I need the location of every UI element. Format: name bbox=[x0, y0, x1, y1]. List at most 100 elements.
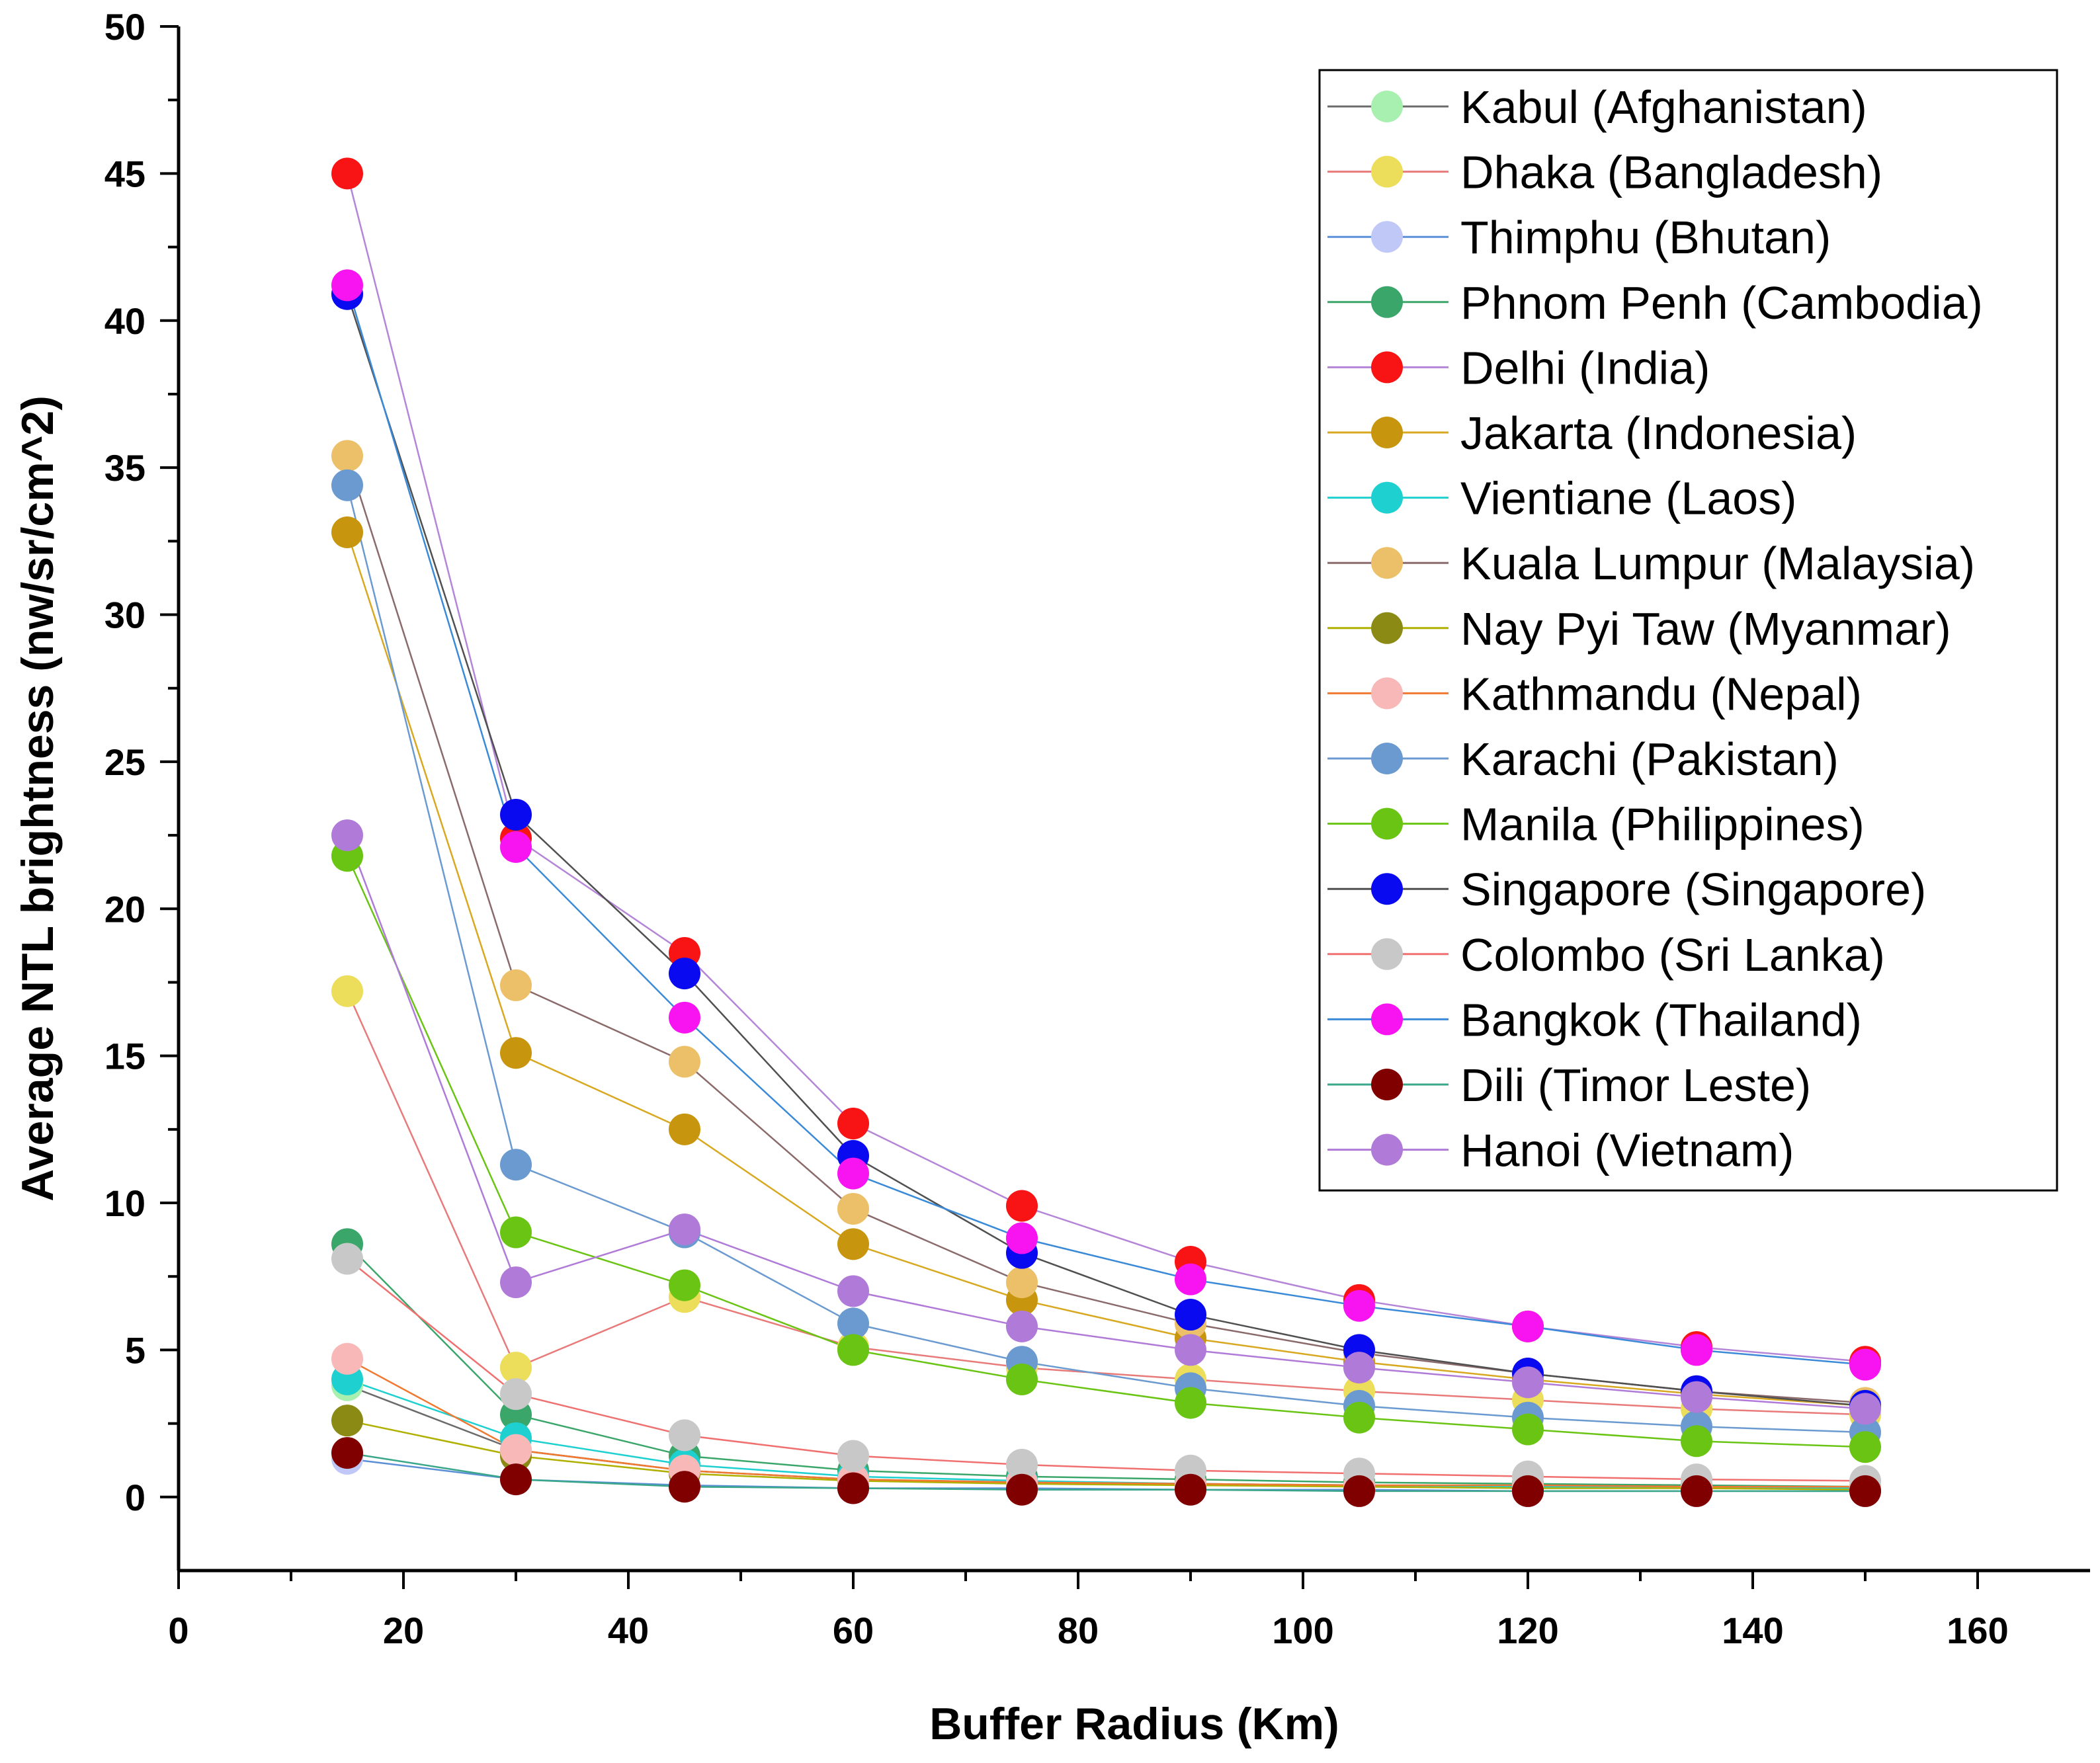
data-point bbox=[500, 1037, 532, 1069]
series-points bbox=[331, 157, 1881, 1507]
data-point bbox=[1849, 1431, 1881, 1463]
data-point bbox=[500, 969, 532, 1001]
series-line bbox=[346, 285, 1866, 1366]
data-point bbox=[1175, 1334, 1206, 1366]
data-point bbox=[1849, 1348, 1881, 1381]
legend-marker bbox=[1371, 221, 1403, 253]
data-point bbox=[1512, 1310, 1544, 1342]
series-line bbox=[346, 855, 1866, 1448]
x-tick-label: 160 bbox=[1947, 1610, 2008, 1651]
legend-label: Jakarta (Indonesia) bbox=[1460, 407, 1857, 459]
data-point bbox=[1512, 1366, 1544, 1399]
data-point bbox=[331, 269, 363, 302]
data-point bbox=[331, 1243, 363, 1275]
data-point bbox=[331, 440, 363, 472]
legend-marker bbox=[1371, 743, 1403, 774]
data-point bbox=[1006, 1266, 1038, 1299]
series-line bbox=[346, 835, 1866, 1410]
data-point bbox=[1006, 1448, 1038, 1481]
data-point bbox=[837, 1107, 869, 1139]
data-point bbox=[837, 1307, 869, 1340]
legend-label: Kathmandu (Nepal) bbox=[1460, 668, 1862, 719]
y-tick-label: 30 bbox=[105, 594, 146, 636]
legend-marker bbox=[1371, 155, 1403, 188]
data-point bbox=[1512, 1413, 1544, 1446]
data-point bbox=[500, 1216, 532, 1249]
y-tick-label: 40 bbox=[105, 300, 146, 342]
data-point bbox=[331, 1405, 363, 1437]
data-point bbox=[1006, 1222, 1038, 1254]
y-tick-label: 25 bbox=[105, 741, 146, 783]
x-tick-label: 60 bbox=[833, 1610, 874, 1651]
data-point bbox=[1343, 1290, 1375, 1322]
data-point bbox=[669, 1213, 700, 1246]
data-point bbox=[1175, 1263, 1206, 1295]
legend-marker bbox=[1371, 873, 1403, 905]
legend-marker bbox=[1371, 612, 1403, 644]
data-point bbox=[500, 1266, 532, 1299]
data-point bbox=[1006, 1190, 1038, 1222]
legend-marker bbox=[1371, 1069, 1403, 1100]
legend-marker bbox=[1371, 547, 1403, 579]
y-axis-title: Average NTL brightness (nw/sr/cm^2) bbox=[13, 395, 63, 1202]
legend-box bbox=[1318, 69, 2058, 1192]
data-point bbox=[1681, 1425, 1712, 1457]
legend-marker bbox=[1371, 286, 1403, 318]
series-line bbox=[346, 173, 1866, 1363]
series-line bbox=[346, 532, 1866, 1407]
series-lines bbox=[346, 173, 1866, 1493]
legend-marker bbox=[1371, 1003, 1403, 1036]
x-axis-title: Buffer Radius (Km) bbox=[929, 1699, 1339, 1749]
data-point bbox=[837, 1275, 869, 1307]
x-tick-label: 140 bbox=[1722, 1610, 1783, 1651]
data-point bbox=[1849, 1475, 1881, 1507]
x-tick-label: 20 bbox=[383, 1610, 424, 1651]
y-tick-label: 5 bbox=[125, 1329, 146, 1371]
data-point bbox=[1006, 1310, 1038, 1342]
data-point bbox=[500, 798, 532, 831]
data-point bbox=[837, 1192, 869, 1225]
data-point bbox=[331, 516, 363, 548]
data-point bbox=[669, 1471, 700, 1503]
legend-marker bbox=[1371, 481, 1403, 514]
legend-label: Colombo (Sri Lanka) bbox=[1460, 929, 1885, 981]
series-line bbox=[346, 991, 1866, 1416]
data-point bbox=[1681, 1381, 1712, 1413]
y-tick-label: 45 bbox=[105, 153, 146, 194]
x-tick-label: 120 bbox=[1497, 1610, 1558, 1651]
data-point bbox=[500, 1378, 532, 1411]
legend-label: Dili (Timor Leste) bbox=[1460, 1059, 1811, 1111]
series-line bbox=[347, 1258, 1866, 1482]
y-tick-label: 10 bbox=[105, 1182, 146, 1224]
legend-marker bbox=[1371, 677, 1403, 710]
legend: Kabul (Afghanistan) Dhaka (Bangladesh) Thi… bbox=[1318, 69, 2058, 1192]
series-line bbox=[346, 485, 1866, 1434]
data-point bbox=[1343, 1401, 1375, 1434]
data-point bbox=[331, 469, 363, 501]
legend-label: Hanoi (Vietnam) bbox=[1460, 1125, 1794, 1176]
legend-label: Phnom Penh (Cambodia) bbox=[1460, 277, 1983, 329]
data-point bbox=[837, 1157, 869, 1190]
x-tick-label: 0 bbox=[168, 1610, 189, 1651]
data-point bbox=[669, 958, 700, 990]
legend-label: Delhi (India) bbox=[1460, 342, 1710, 393]
legend-label: Manila (Philippines) bbox=[1460, 799, 1865, 850]
legend-label: Bangkok (Thailand) bbox=[1460, 994, 1862, 1046]
data-point bbox=[837, 1334, 869, 1366]
data-point bbox=[500, 831, 532, 863]
legend-marker bbox=[1371, 938, 1403, 970]
data-point bbox=[1175, 1299, 1206, 1331]
data-point bbox=[1681, 1334, 1712, 1366]
y-tick-label: 35 bbox=[105, 447, 146, 489]
data-point bbox=[669, 1046, 700, 1078]
data-point bbox=[837, 1228, 869, 1260]
x-tick-label: 80 bbox=[1058, 1610, 1099, 1651]
y-tick-label: 15 bbox=[105, 1036, 146, 1077]
legend-label: Kabul (Afghanistan) bbox=[1460, 81, 1867, 133]
data-point bbox=[331, 975, 363, 1007]
series-line bbox=[346, 294, 1866, 1407]
data-point bbox=[500, 1352, 532, 1384]
data-point bbox=[1343, 1475, 1375, 1507]
data-point bbox=[500, 1149, 532, 1181]
